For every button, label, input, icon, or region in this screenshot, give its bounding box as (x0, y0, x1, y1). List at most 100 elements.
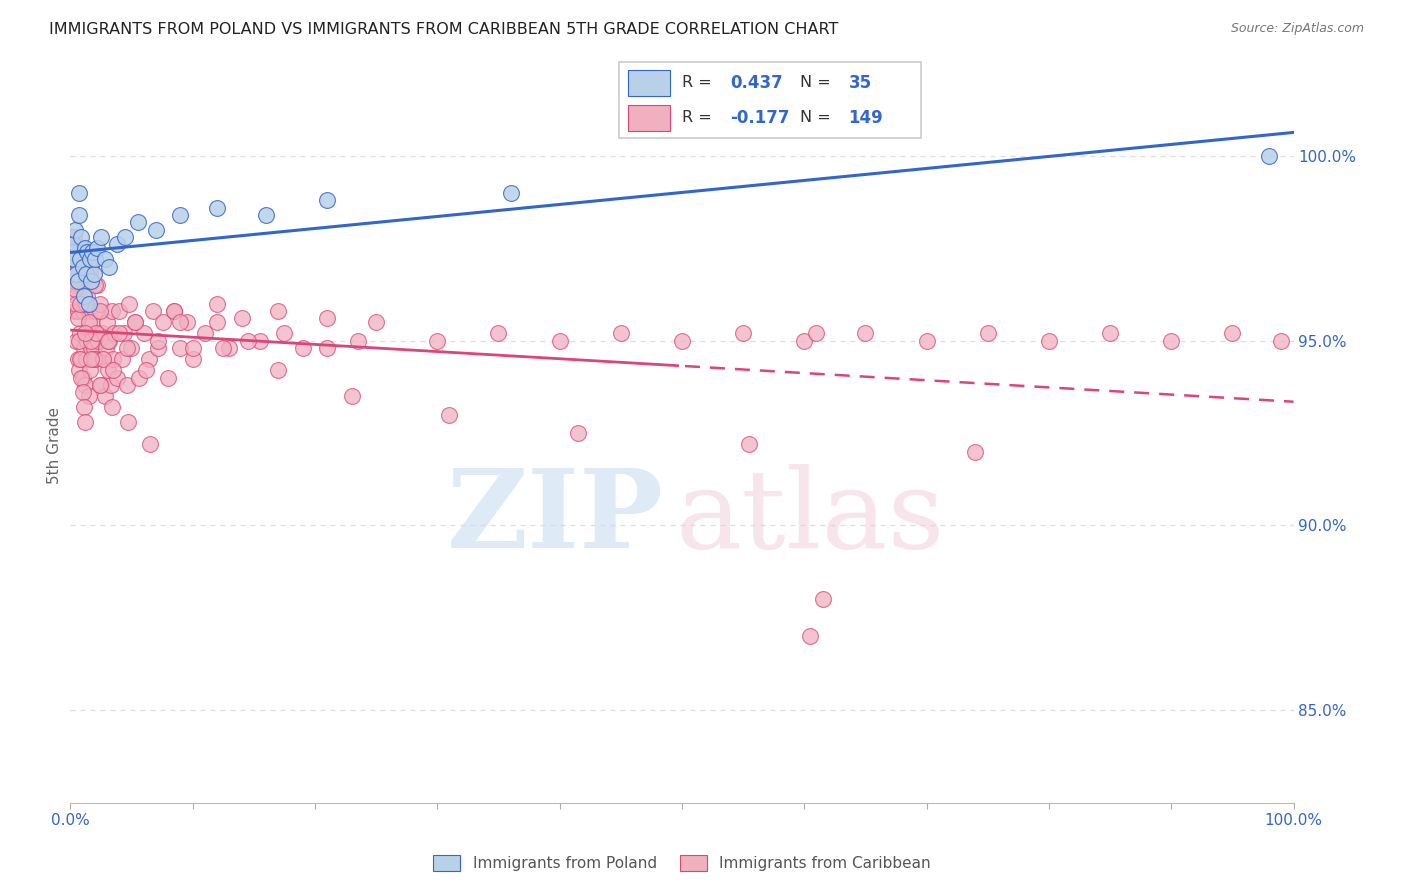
Point (100, 378, 122, 392)
Point (73, 289, 96, 303)
Point (65, 296, 87, 310)
Point (103, 326, 125, 341)
Point (65, 267, 87, 281)
Point (249, 334, 271, 348)
Text: N =: N = (800, 111, 837, 125)
Point (77, 296, 100, 310)
Point (83, 278, 105, 293)
Point (94, 341, 117, 355)
Point (855, 326, 877, 341)
Point (63, 275, 86, 289)
Point (83, 352, 105, 367)
Point (163, 304, 186, 318)
Point (67, 267, 90, 281)
Point (231, 311, 253, 326)
Point (65, 267, 87, 281)
Point (366, 315, 388, 329)
Point (63, 275, 86, 289)
Point (60, 244, 83, 259)
Point (84, 352, 107, 367)
Text: R =: R = (682, 76, 717, 90)
Point (267, 304, 290, 318)
Point (90, 230, 112, 244)
Point (70, 352, 93, 367)
Point (63, 223, 86, 237)
Point (212, 341, 235, 355)
Point (1038, 334, 1060, 348)
Point (63, 252, 86, 267)
Text: 0.437: 0.437 (731, 74, 783, 92)
Point (87, 334, 110, 348)
Point (273, 326, 295, 341)
Point (70, 370, 93, 384)
Point (157, 370, 180, 384)
Point (108, 326, 131, 341)
Point (82, 244, 104, 259)
Point (671, 334, 693, 348)
Point (65, 289, 87, 303)
Point (965, 444, 987, 458)
Point (98, 260, 121, 274)
Text: IMMIGRANTS FROM POLAND VS IMMIGRANTS FROM CARIBBEAN 5TH GRADE CORRELATION CHART: IMMIGRANTS FROM POLAND VS IMMIGRANTS FRO… (49, 22, 838, 37)
Point (69, 252, 91, 267)
Point (82, 315, 104, 329)
Point (62, 237, 84, 252)
Point (236, 334, 259, 348)
Point (73, 341, 96, 355)
Point (115, 378, 138, 392)
Point (488, 326, 510, 341)
Point (83, 304, 105, 318)
Point (254, 208, 277, 222)
Point (62, 237, 84, 252)
Text: -0.177: -0.177 (731, 109, 790, 127)
Point (738, 437, 761, 451)
Point (73, 415, 96, 429)
Point (69, 326, 91, 341)
Point (80, 260, 103, 274)
Point (148, 334, 170, 348)
Text: R =: R = (682, 111, 717, 125)
Point (111, 352, 134, 367)
Point (86, 278, 108, 293)
Point (114, 230, 136, 244)
Point (72, 385, 94, 400)
Point (439, 408, 461, 422)
Point (73, 378, 96, 392)
Point (127, 215, 149, 229)
Point (139, 437, 162, 451)
Point (72, 241, 94, 255)
Point (69, 296, 91, 310)
Point (340, 389, 363, 403)
Point (73, 326, 96, 341)
Point (66, 311, 89, 326)
Text: atlas: atlas (676, 464, 945, 571)
Point (499, 186, 522, 200)
Point (91, 326, 114, 341)
Point (148, 341, 170, 355)
Point (66, 352, 89, 367)
Point (267, 363, 290, 377)
Point (1270, 334, 1292, 348)
Point (75, 267, 97, 281)
Point (73, 296, 96, 310)
Point (70, 230, 93, 244)
Point (316, 311, 339, 326)
Point (108, 304, 131, 318)
Point (67, 208, 90, 222)
Bar (627, 70, 671, 95)
Point (63, 230, 86, 244)
Point (63, 252, 86, 267)
Point (101, 400, 124, 414)
Point (66, 275, 89, 289)
Point (733, 326, 755, 341)
Point (84, 326, 107, 341)
Point (205, 201, 228, 215)
Point (105, 237, 128, 252)
Point (63, 304, 86, 318)
Point (218, 341, 240, 355)
Point (79, 267, 101, 281)
Point (806, 326, 828, 341)
Point (83, 267, 105, 281)
Point (80, 352, 103, 367)
Text: ZIP: ZIP (447, 464, 664, 571)
